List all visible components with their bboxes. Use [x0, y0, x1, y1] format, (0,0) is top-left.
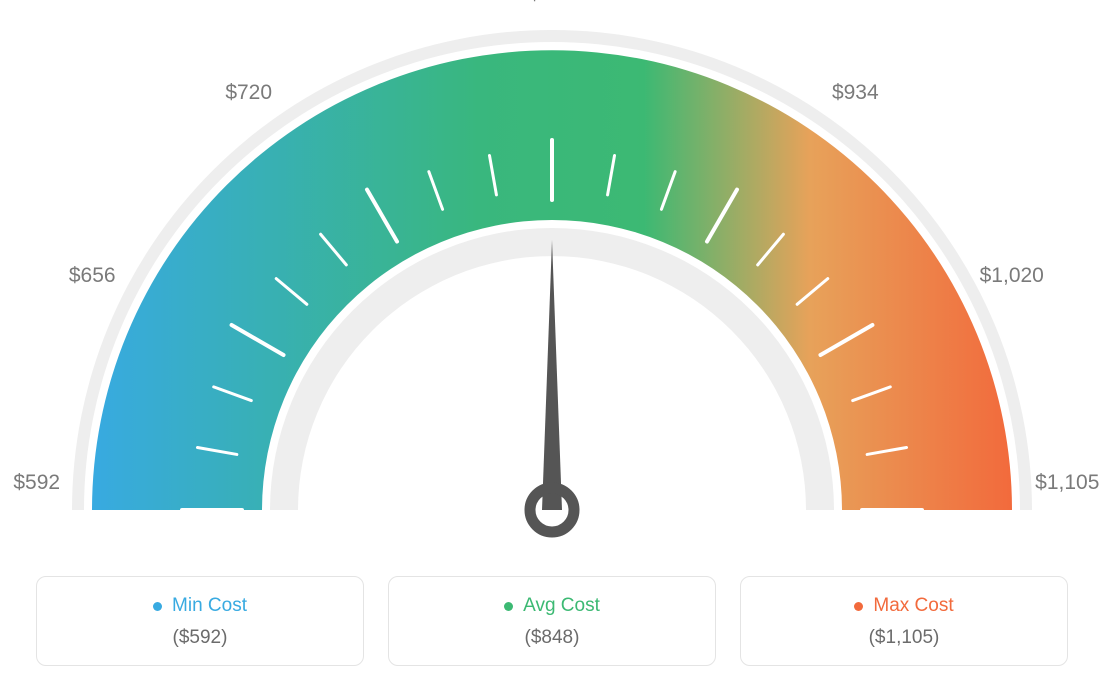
gauge-tick-label: $1,020 [980, 264, 1044, 288]
gauge-tick-label: $1,105 [1035, 471, 1099, 495]
card-label: Min Cost [172, 595, 247, 617]
gauge-tick-label: $848 [529, 0, 576, 6]
gauge-tick-label: $656 [69, 264, 116, 288]
gauge-tick-label: $934 [832, 81, 879, 105]
gauge-tick-label: $720 [225, 81, 272, 105]
card-value: ($1,105) [751, 627, 1057, 649]
card-label: Avg Cost [523, 595, 600, 617]
dot-icon [504, 602, 513, 611]
dot-icon [153, 602, 162, 611]
card-value: ($848) [399, 627, 705, 649]
gauge-tick-label: $592 [13, 471, 60, 495]
dot-icon [854, 602, 863, 611]
min-cost-card: Min Cost ($592) [36, 576, 364, 666]
max-cost-card: Max Cost ($1,105) [740, 576, 1068, 666]
summary-cards: Min Cost ($592) Avg Cost ($848) Max Cost… [36, 576, 1068, 666]
card-label: Max Cost [873, 595, 953, 617]
card-value: ($592) [47, 627, 353, 649]
avg-cost-card: Avg Cost ($848) [388, 576, 716, 666]
cost-gauge: $592 $656 $720 $848 $934 $1,020 $1,105 [0, 0, 1104, 560]
